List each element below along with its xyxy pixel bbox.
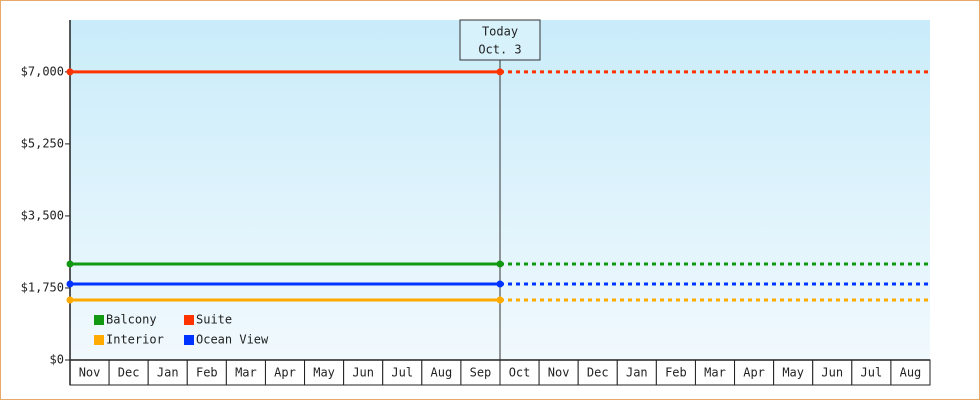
x-tick-label: Sep: [470, 366, 492, 380]
x-tick-label: May: [782, 366, 804, 380]
y-tick-label: $1,750: [21, 280, 64, 294]
x-tick-label: Nov: [548, 366, 570, 380]
legend-swatch: [184, 315, 194, 325]
month-box: [460, 359, 501, 386]
x-tick-label: Apr: [743, 366, 765, 380]
today-date: Oct. 3: [478, 43, 521, 57]
month-box: [694, 359, 736, 386]
x-tick-label: Apr: [274, 366, 296, 380]
x-tick-label: May: [313, 366, 335, 380]
y-tick-label: $3,500: [21, 208, 64, 222]
month-box: [343, 359, 384, 386]
legend-swatch: [94, 335, 104, 345]
month-box: [421, 359, 462, 386]
x-tick-label: Nov: [79, 366, 101, 380]
month-box: [304, 359, 345, 386]
x-tick-label: Oct: [509, 366, 531, 380]
x-tick-label: Mar: [235, 366, 257, 380]
legend-label: Balcony: [106, 313, 157, 327]
point: [496, 296, 504, 304]
y-tick-label: $0: [50, 353, 64, 367]
x-tick-label: Jul: [391, 366, 413, 380]
legend-label: Ocean View: [196, 333, 269, 347]
point: [66, 296, 74, 304]
x-tick-label: Jan: [626, 366, 648, 380]
point: [496, 280, 504, 288]
x-tick-label: Aug: [900, 366, 922, 380]
point: [496, 68, 504, 76]
x-tick-label: Jan: [157, 366, 179, 380]
month-box: [890, 359, 931, 386]
today-box: [459, 19, 541, 61]
point: [66, 260, 74, 268]
point: [66, 280, 74, 288]
x-tick-label: Dec: [587, 366, 609, 380]
x-tick-label: Mar: [704, 366, 726, 380]
point: [66, 68, 74, 76]
legend-swatch: [184, 335, 194, 345]
y-tick-label: $7,000: [21, 64, 64, 78]
month-box: [773, 359, 814, 386]
x-tick-label: Jul: [861, 366, 883, 380]
x-tick-label: Feb: [196, 366, 218, 380]
point: [496, 260, 504, 268]
month-box: [69, 359, 110, 386]
y-tick-label: $5,250: [21, 136, 64, 150]
x-tick-label: Jun: [821, 366, 843, 380]
x-tick-label: Feb: [665, 366, 687, 380]
legend-label: Interior: [106, 333, 164, 347]
legend-swatch: [94, 315, 104, 325]
x-tick-label: Jun: [352, 366, 374, 380]
month-box: [655, 359, 696, 386]
x-tick-label: Aug: [431, 366, 453, 380]
legend-label: Suite: [196, 313, 232, 327]
today-label: Today: [482, 25, 518, 39]
month-box: [499, 359, 540, 386]
x-tick-label: Dec: [118, 366, 140, 380]
